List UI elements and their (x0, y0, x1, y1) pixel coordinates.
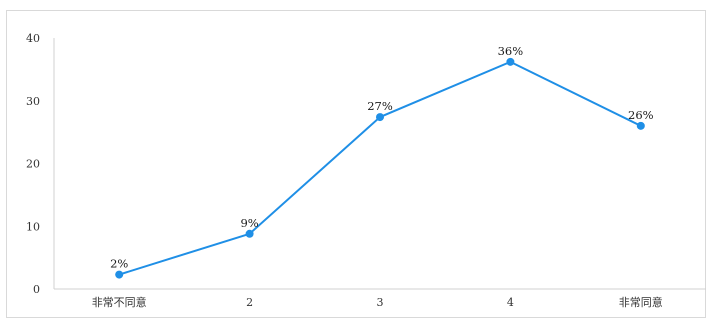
series-line (118, 60, 642, 276)
data-point (245, 229, 254, 238)
y-tick-label: 30 (26, 95, 40, 108)
data-label: 9% (240, 216, 258, 230)
data-point (115, 270, 124, 279)
data-labels: 2% 9% 27% 36% 26% (110, 44, 654, 271)
y-tick-label: 0 (33, 283, 40, 296)
x-tick-label: 2 (246, 296, 253, 309)
data-label: 36% (498, 44, 524, 58)
data-label: 2% (110, 257, 128, 271)
data-point (376, 113, 384, 122)
x-tick-label: 3 (377, 296, 384, 309)
y-tick-label: 20 (26, 158, 40, 171)
chart-frame (6, 10, 706, 318)
data-point (506, 57, 515, 66)
x-tick-label: 4 (507, 296, 514, 309)
axes (53, 38, 706, 290)
y-tick-label: 10 (26, 220, 40, 233)
y-axis-ticks: 0 10 20 30 40 (26, 32, 40, 296)
data-label: 27% (367, 99, 393, 113)
x-axis-ticks: 非常不同意 2 3 4 非常同意 (92, 295, 663, 309)
x-tick-label: 非常同意 (619, 295, 663, 309)
x-tick-label: 非常不同意 (92, 295, 147, 309)
y-tick-label: 40 (26, 32, 40, 45)
data-label: 26% (628, 108, 654, 122)
series (115, 57, 645, 279)
data-point (636, 121, 645, 130)
